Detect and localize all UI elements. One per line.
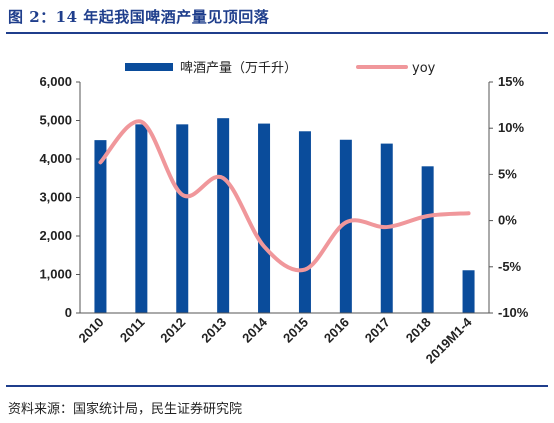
y-right-tick-label: -5% [498, 259, 522, 274]
x-tick-label: 2015 [280, 315, 311, 346]
x-tick-label: 2012 [157, 315, 188, 346]
bar-2013 [217, 118, 230, 313]
x-tick-label: 2014 [239, 314, 271, 346]
title-rule [6, 32, 548, 34]
x-tick-label: 2018 [403, 315, 434, 346]
y-right-tick-label: 15% [498, 74, 524, 89]
y-right-tick-label: 5% [498, 166, 517, 181]
bar-2016 [339, 139, 352, 313]
bar-2014 [258, 123, 271, 313]
y-left-tick-label: 6,000 [39, 74, 72, 89]
bar-2015 [298, 131, 311, 313]
y-left-tick-label: 5,000 [39, 113, 72, 128]
x-tick-label: 2013 [198, 315, 229, 346]
y-right-tick-label: -10% [498, 305, 529, 320]
yoy-line [98, 119, 471, 273]
legend-line-label: yoy [412, 61, 436, 76]
x-tick-label: 2019M1-4 [423, 314, 476, 367]
source-rule [6, 385, 548, 387]
bar-2019M1-4 [462, 270, 475, 313]
legend-bar-label: 啤酒产量（万千升） [180, 61, 297, 76]
y-left-tick-label: 0 [65, 305, 72, 320]
legend-bar-swatch [125, 63, 173, 71]
x-tick-label: 2016 [321, 315, 352, 346]
y-left-tick-label: 2,000 [39, 228, 72, 243]
y-left-tick-label: 1,000 [39, 267, 72, 282]
y-left-tick-label: 4,000 [39, 151, 72, 166]
bar-2012 [176, 124, 189, 313]
y-right-tick-label: 10% [498, 120, 524, 135]
bar-2018 [421, 166, 434, 313]
figure-title: 图 2：14 年起我国啤酒产量见顶回落 [8, 8, 270, 26]
bar-2010 [94, 140, 107, 313]
y-right-tick-label: 0% [498, 213, 517, 228]
x-tick-label: 2017 [362, 315, 393, 346]
source-note: 资料来源：国家统计局，民生证券研究院 [8, 402, 243, 417]
y-left-tick-label: 3,000 [39, 190, 72, 205]
x-tick-label: 2011 [117, 315, 148, 346]
bar-2011 [135, 124, 148, 313]
x-tick-label: 2010 [76, 315, 107, 346]
